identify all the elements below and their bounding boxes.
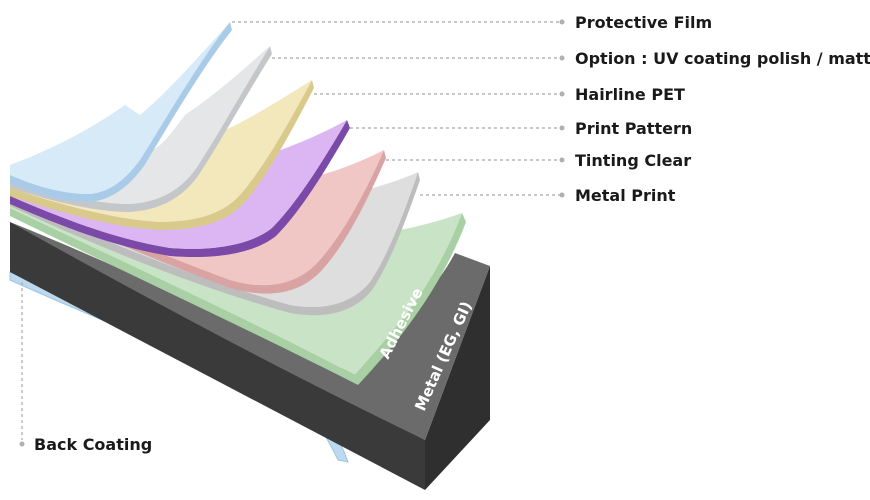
metal-print-layer [10, 172, 420, 316]
metal-side-face [10, 222, 425, 490]
uv-coating-dot [559, 55, 565, 61]
metal-end-face [425, 266, 490, 490]
tinting-clear-dot [559, 157, 565, 163]
metal-print-dot [559, 192, 565, 198]
tinting-clear-top [10, 150, 384, 286]
uv-coating-label: Option : UV coating polish / matt [575, 49, 870, 68]
back-coating-label: Back Coating [34, 435, 152, 454]
back-coating-dot [19, 441, 25, 447]
print-pattern-label: Print Pattern [575, 119, 692, 138]
print-pattern-dot [559, 125, 565, 131]
hairline-pet-label: Hairline PET [575, 85, 685, 104]
tinting-clear-label: Tinting Clear [575, 151, 691, 170]
protective-film-dot [559, 19, 565, 25]
uv-coating-layer [10, 46, 272, 212]
hairline-pet-dot [559, 91, 565, 97]
protective-film-label: Protective Film [575, 13, 712, 32]
metal-print-label: Metal Print [575, 186, 676, 205]
protective-film-layer [10, 22, 232, 202]
protective-film-top [10, 22, 230, 194]
